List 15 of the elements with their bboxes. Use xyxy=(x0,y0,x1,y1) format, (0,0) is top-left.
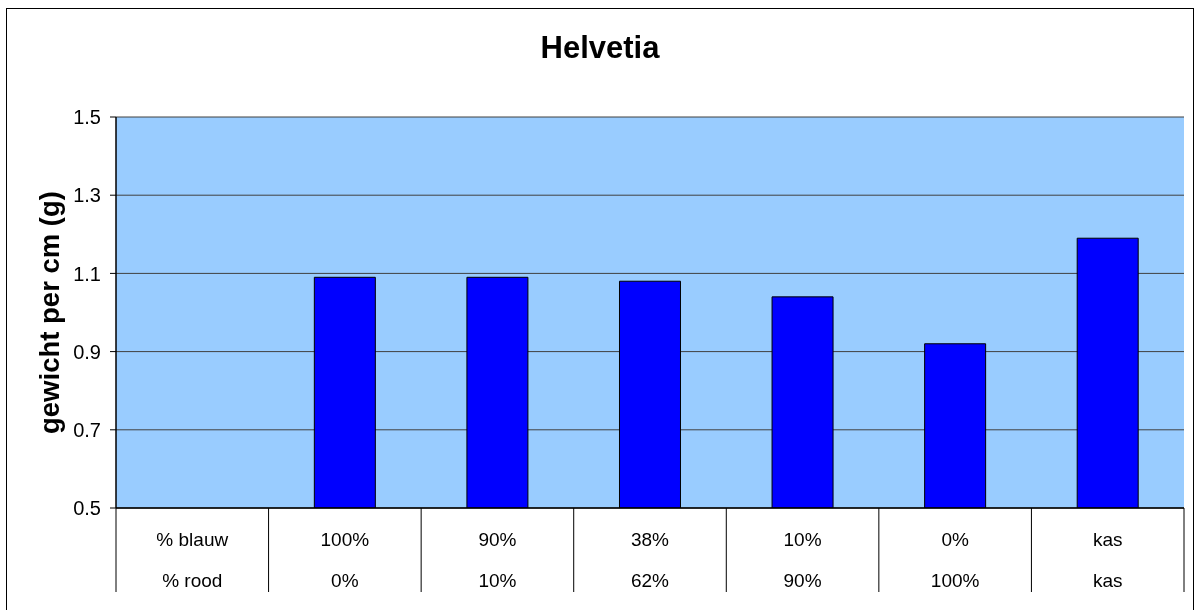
y-tick-label: 1.1 xyxy=(73,262,101,285)
x-tick-label: 90% 10% xyxy=(478,528,517,591)
x-tick-label: 100% 0% xyxy=(320,528,370,591)
y-tick-label: 0.5 xyxy=(73,497,101,520)
y-tick-label: 1.3 xyxy=(73,184,101,207)
x-tick-label: 10% 90% xyxy=(783,528,822,591)
x-tick-label: % blauw % rood xyxy=(156,528,229,591)
y-tick-label: 0.7 xyxy=(73,418,101,441)
x-tick-label: 0% 100% xyxy=(930,528,980,591)
chart-title: Helvetia xyxy=(539,30,661,66)
y-tick-label: 0.9 xyxy=(73,340,101,363)
y-tick-label: 1.5 xyxy=(73,106,101,129)
x-tick-label: kas kas xyxy=(1092,528,1123,591)
y-axis-title: gewicht per cm (g) xyxy=(33,191,65,434)
x-tick-label: 38% 62% xyxy=(630,528,670,591)
